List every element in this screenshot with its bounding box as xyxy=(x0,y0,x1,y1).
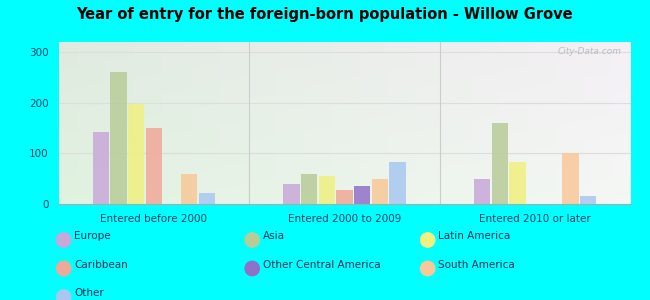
Bar xyxy=(199,193,215,204)
Bar xyxy=(389,162,406,204)
Text: Asia: Asia xyxy=(263,231,285,242)
Bar xyxy=(146,128,162,204)
Bar xyxy=(181,174,198,204)
Bar xyxy=(111,72,127,204)
Text: Year of entry for the foreign-born population - Willow Grove: Year of entry for the foreign-born popul… xyxy=(77,8,573,22)
Text: Latin America: Latin America xyxy=(438,231,510,242)
Bar xyxy=(580,196,597,204)
Bar xyxy=(283,184,300,204)
Bar xyxy=(510,162,526,204)
Bar xyxy=(92,132,109,204)
Text: City-Data.com: City-Data.com xyxy=(558,47,622,56)
Bar xyxy=(491,123,508,204)
Text: Other: Other xyxy=(74,288,104,298)
Bar xyxy=(336,190,353,204)
Text: South America: South America xyxy=(438,260,515,270)
Bar xyxy=(128,104,144,204)
Bar xyxy=(301,174,317,204)
Bar xyxy=(354,186,370,204)
Bar xyxy=(562,153,578,204)
Text: Other Central America: Other Central America xyxy=(263,260,380,270)
Text: Caribbean: Caribbean xyxy=(74,260,128,270)
Bar xyxy=(474,179,490,204)
Bar xyxy=(318,176,335,204)
Text: Europe: Europe xyxy=(74,231,111,242)
Bar xyxy=(372,179,388,204)
